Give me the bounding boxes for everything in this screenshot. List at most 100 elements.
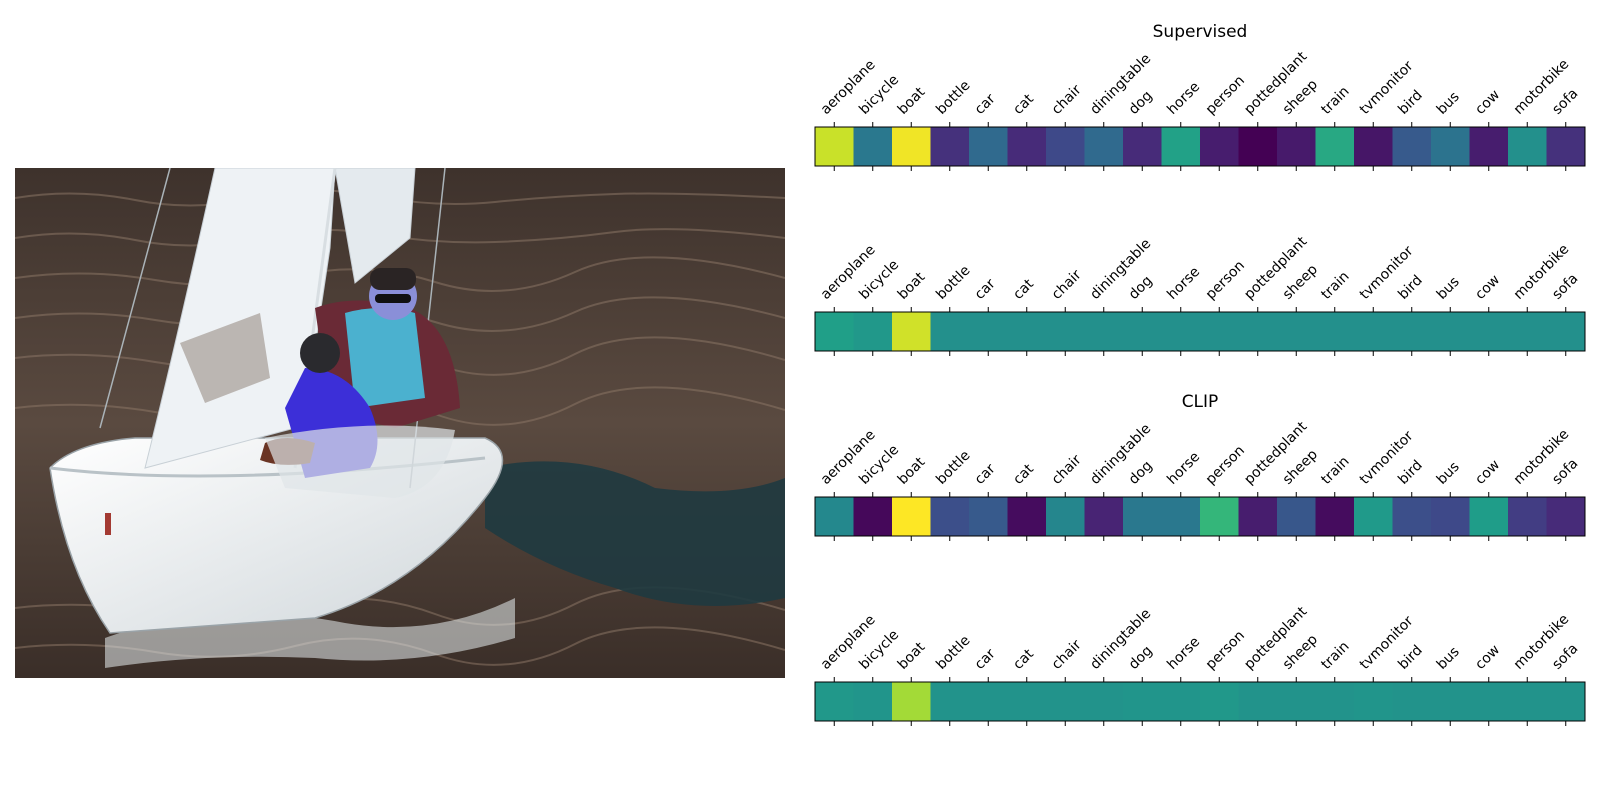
heatmap-cell bbox=[1315, 682, 1355, 721]
tick-label: cat bbox=[1010, 91, 1037, 118]
heatmap-cell bbox=[1508, 682, 1547, 721]
heatmap-cell bbox=[1161, 312, 1201, 351]
tick-label: cow bbox=[1472, 87, 1503, 118]
heatmap-cell bbox=[1084, 497, 1124, 536]
heatmap-cell bbox=[815, 127, 854, 166]
heatmap-cell bbox=[969, 682, 1008, 721]
heatmap-cell bbox=[815, 312, 854, 351]
heatmap-cell bbox=[1046, 497, 1085, 536]
heatmap-cell bbox=[1431, 497, 1470, 536]
heatmap-cell bbox=[1431, 127, 1470, 166]
heatmap-cell bbox=[1546, 312, 1586, 351]
tick-label: cat bbox=[1010, 646, 1037, 673]
heatmap-cell bbox=[815, 682, 854, 721]
tick-label: car bbox=[972, 91, 999, 118]
heatmap-cell bbox=[1469, 312, 1509, 351]
heatmap-cell bbox=[1277, 312, 1316, 351]
heatmap-cell bbox=[1508, 497, 1547, 536]
tick-label: dog bbox=[1126, 88, 1156, 118]
heatmap-cell bbox=[1084, 127, 1124, 166]
heatmap-cell bbox=[1469, 127, 1509, 166]
mainsail bbox=[144, 168, 336, 469]
tick-label: train bbox=[1318, 453, 1352, 487]
tick-label: bird bbox=[1395, 642, 1426, 673]
tick-label: chair bbox=[1049, 452, 1085, 488]
heatmap-cell bbox=[1354, 127, 1393, 166]
heatmap-cell bbox=[1007, 127, 1047, 166]
heatmap-cell bbox=[1431, 312, 1470, 351]
heatmap-cell bbox=[930, 682, 970, 721]
tick-label: bus bbox=[1434, 89, 1463, 118]
heatmap-cell bbox=[1238, 682, 1278, 721]
heatmap-cell bbox=[1046, 127, 1085, 166]
heatmap-cell bbox=[1277, 127, 1316, 166]
heatmap-cell bbox=[1161, 127, 1201, 166]
tick-label: horse bbox=[1164, 79, 1203, 118]
bow-wave bbox=[485, 461, 785, 606]
heatmap-cell bbox=[1277, 682, 1316, 721]
heatmap-cell bbox=[1007, 312, 1047, 351]
tick-label: dog bbox=[1126, 273, 1156, 303]
tick-label: sofa bbox=[1549, 641, 1581, 673]
heatmap-cell bbox=[1084, 682, 1124, 721]
tick-label: dog bbox=[1126, 458, 1156, 488]
heatmap-cell bbox=[930, 127, 970, 166]
cockpit bbox=[265, 425, 455, 498]
tick-label: bus bbox=[1434, 274, 1463, 303]
heatmap-cell bbox=[1084, 312, 1124, 351]
sailor-back-hat bbox=[370, 268, 416, 290]
tick-label: boat bbox=[895, 639, 929, 673]
heatmap-cell bbox=[930, 497, 970, 536]
tick-label: person bbox=[1203, 628, 1248, 673]
heatmap-cell bbox=[1392, 497, 1432, 536]
hull-decal bbox=[105, 513, 111, 535]
heatmap-cell bbox=[1354, 312, 1393, 351]
heatmap-frame bbox=[814, 311, 1586, 352]
heatmap-cell bbox=[1469, 497, 1509, 536]
heatmap-cell bbox=[1200, 127, 1239, 166]
tick-label: horse bbox=[1164, 449, 1203, 488]
tick-label: car bbox=[972, 461, 999, 488]
tick-label: chair bbox=[1049, 637, 1085, 673]
tick-label: car bbox=[972, 276, 999, 303]
heatmap-cell bbox=[969, 127, 1008, 166]
heatmap-frame bbox=[814, 126, 1586, 167]
sailboat-photo bbox=[15, 168, 785, 678]
shroud-line bbox=[99, 168, 171, 429]
tick-label: cat bbox=[1010, 461, 1037, 488]
heatmap-cell bbox=[1007, 682, 1047, 721]
tick-label: bird bbox=[1395, 87, 1426, 118]
heatmap-cell bbox=[1238, 127, 1278, 166]
heatmap-title: CLIP bbox=[1182, 392, 1219, 412]
tick-label: person bbox=[1203, 443, 1248, 488]
heatmap-cell bbox=[1123, 497, 1162, 536]
tick-label: bottle bbox=[933, 633, 973, 673]
heatmap-cell bbox=[1546, 682, 1586, 721]
heatmap-cell bbox=[1046, 312, 1085, 351]
heatmap-cell bbox=[1200, 497, 1239, 536]
heatmap-cell bbox=[1431, 682, 1470, 721]
tick-label: cow bbox=[1472, 642, 1503, 673]
heatmap-cell bbox=[969, 497, 1008, 536]
tick-label: car bbox=[972, 646, 999, 673]
heatmap-cell bbox=[1508, 312, 1547, 351]
heatmap-cell bbox=[1123, 312, 1162, 351]
heatmap-cell bbox=[1123, 127, 1162, 166]
tick-label: bus bbox=[1434, 644, 1463, 673]
heatmap-cell bbox=[892, 682, 931, 721]
heatmap-cell bbox=[853, 127, 893, 166]
tick-label: person bbox=[1203, 73, 1248, 118]
sail-window bbox=[180, 313, 270, 403]
heatmap-cell bbox=[930, 312, 970, 351]
heatmap-cell bbox=[1200, 682, 1239, 721]
tick-label: sofa bbox=[1549, 86, 1581, 118]
heatmap-cell bbox=[1161, 682, 1201, 721]
tick-label: bird bbox=[1395, 457, 1426, 488]
heatmap-cell bbox=[1546, 127, 1586, 166]
tick-label: chair bbox=[1049, 267, 1085, 303]
sailor-front-head bbox=[300, 333, 340, 373]
heatmap-cell bbox=[815, 497, 854, 536]
